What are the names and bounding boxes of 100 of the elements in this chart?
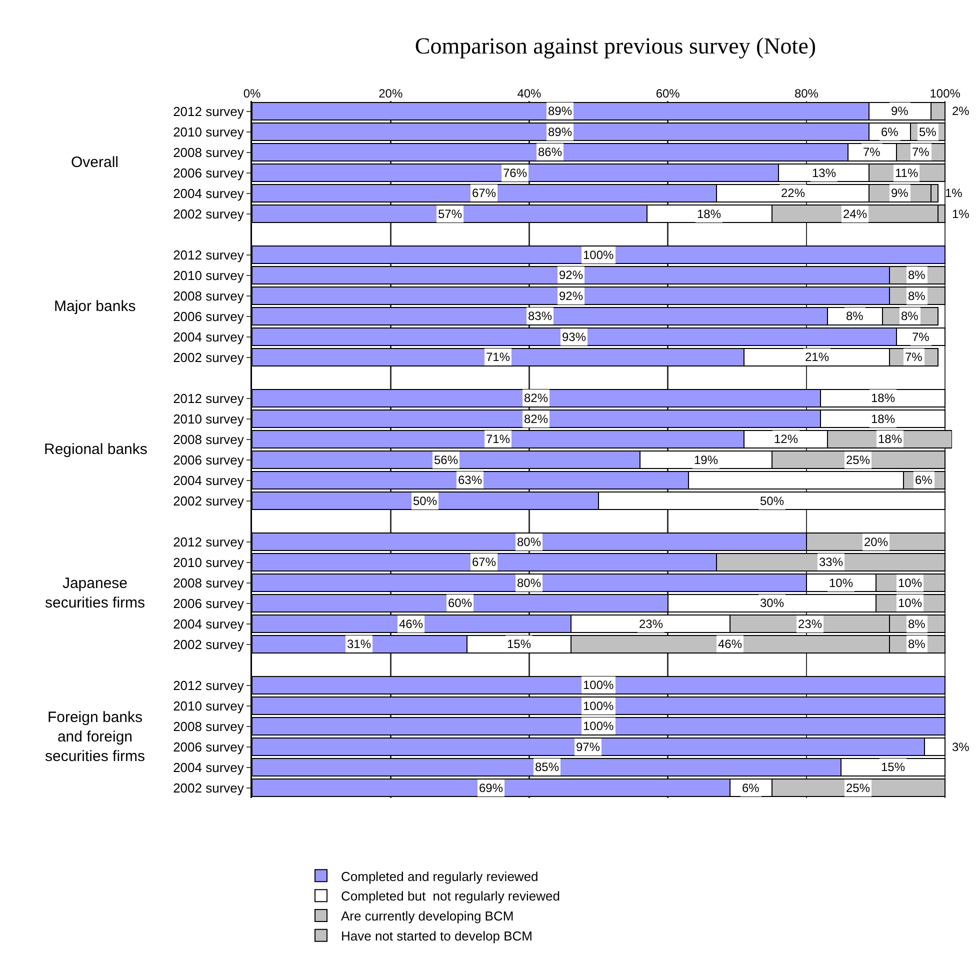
data-label: 7% — [912, 145, 930, 159]
data-label: 12% — [774, 432, 798, 446]
y-tick-label: 2012 survey — [173, 534, 244, 550]
data-label: 5% — [919, 125, 937, 139]
data-label: 57% — [438, 207, 462, 221]
data-label: 24% — [843, 207, 868, 221]
data-label: 69% — [479, 781, 504, 795]
y-tick-label: 2008 survey — [173, 718, 244, 734]
text: Overall — [71, 154, 119, 171]
text: Foreign banks and foreign securities firms — [45, 709, 146, 765]
data-label: 33% — [819, 555, 844, 569]
data-label: 30% — [760, 596, 784, 610]
data-label: 8% — [908, 617, 926, 631]
data-label: 10% — [898, 576, 922, 590]
data-label: 8% — [908, 268, 926, 282]
data-label: 18% — [871, 412, 896, 426]
data-label: 46% — [399, 617, 424, 631]
y-tick-label: 2010 survey — [173, 698, 244, 714]
chart-title: Comparison against previous survey (Note) — [414, 33, 816, 58]
data-label: 100% — [583, 678, 614, 692]
y-tick-label: 2002 survey — [173, 636, 244, 652]
data-label: 6% — [881, 125, 899, 139]
data-label: 13% — [812, 166, 836, 180]
data-label: 83% — [528, 309, 552, 323]
y-tick-label: 2004 survey — [173, 616, 244, 632]
data-label: 6% — [742, 781, 760, 795]
y-tick-label: 2008 survey — [173, 432, 244, 447]
data-label: 67% — [472, 186, 496, 200]
data-label: 10% — [829, 576, 854, 590]
y-tick-label: 2004 survey — [173, 329, 244, 344]
y-tick-label: 2008 survey — [173, 288, 244, 304]
legend-label: Completed and regularly reviewed — [341, 868, 538, 884]
text: Regional banks — [44, 441, 148, 458]
data-label: 7% — [905, 350, 923, 364]
data-label: 76% — [503, 166, 528, 180]
y-tick-label: 2002 survey — [173, 780, 244, 796]
data-label: 50% — [413, 494, 438, 508]
data-label: 11% — [895, 166, 918, 180]
legend-label: Completed but not regularly reviewed — [341, 888, 560, 904]
x-tick-label: 40% — [517, 86, 542, 101]
data-label: 92% — [559, 268, 584, 282]
data-label: 3% — [952, 740, 970, 754]
text: Major banks — [54, 298, 136, 315]
y-tick-label: 2004 survey — [173, 760, 244, 775]
y-tick-label: 2004 survey — [173, 472, 244, 488]
x-tick-label: 60% — [656, 86, 680, 101]
data-label: 89% — [548, 125, 572, 139]
text: Japanese securities firms — [45, 575, 146, 612]
data-label: 50% — [760, 494, 784, 508]
data-label: 23% — [798, 617, 822, 631]
data-label: 7% — [912, 330, 930, 344]
x-tick-label: 20% — [378, 86, 403, 101]
y-tick-label: 2006 survey — [173, 596, 244, 611]
data-label: 93% — [562, 330, 586, 344]
data-label: 25% — [846, 781, 870, 795]
y-tick-label: 2008 survey — [173, 144, 244, 160]
data-label: 60% — [448, 596, 472, 610]
data-label: 100% — [583, 719, 614, 733]
data-label: 9% — [891, 186, 909, 200]
y-tick-label: 2012 survey — [173, 247, 244, 262]
y-tick-label: 2002 survey — [173, 350, 244, 365]
y-tick-label: 2006 survey — [173, 308, 244, 324]
y-tick-label: 2002 survey — [173, 493, 244, 508]
data-label: 1% — [952, 207, 970, 221]
data-label: 92% — [559, 289, 584, 303]
y-tick-label: 2010 survey — [173, 554, 244, 570]
data-label: 9% — [891, 104, 909, 118]
data-label: 82% — [524, 412, 548, 426]
y-tick-label: 2002 survey — [173, 206, 244, 222]
y-tick-label: 2010 survey — [173, 268, 244, 283]
y-tick-label: 2006 survey — [173, 165, 244, 180]
x-tick-label: 0% — [243, 86, 261, 101]
data-label: 89% — [548, 104, 572, 118]
data-label: 86% — [538, 145, 562, 159]
data-label: 23% — [639, 617, 664, 631]
data-label: 8% — [908, 289, 926, 303]
y-tick-label: 2004 survey — [173, 186, 244, 201]
legend-label: Have not started to develop BCM — [341, 928, 532, 944]
data-label: 2% — [952, 104, 970, 118]
data-label: 82% — [524, 391, 548, 405]
y-tick-label: 2010 survey — [173, 411, 244, 426]
x-tick-label: 100% — [930, 86, 961, 101]
data-label: 85% — [535, 760, 560, 774]
y-tick-label: 2012 survey — [173, 104, 244, 119]
data-label: 46% — [718, 637, 742, 651]
data-label: 18% — [697, 207, 722, 221]
x-tick-label: 80% — [794, 86, 819, 101]
data-label: 7% — [863, 145, 881, 159]
y-tick-label: 2006 survey — [173, 452, 244, 468]
data-label: 18% — [878, 432, 902, 446]
data-label: 18% — [871, 391, 896, 405]
data-label: 80% — [517, 576, 542, 590]
data-label: 8% — [901, 309, 919, 323]
data-label: 67% — [472, 555, 496, 569]
data-label: 6% — [915, 473, 933, 487]
data-label: 56% — [434, 453, 458, 467]
data-label: 25% — [846, 453, 870, 467]
data-label: 71% — [486, 432, 510, 446]
data-label: 8% — [908, 637, 926, 651]
data-label: 71% — [486, 350, 510, 364]
